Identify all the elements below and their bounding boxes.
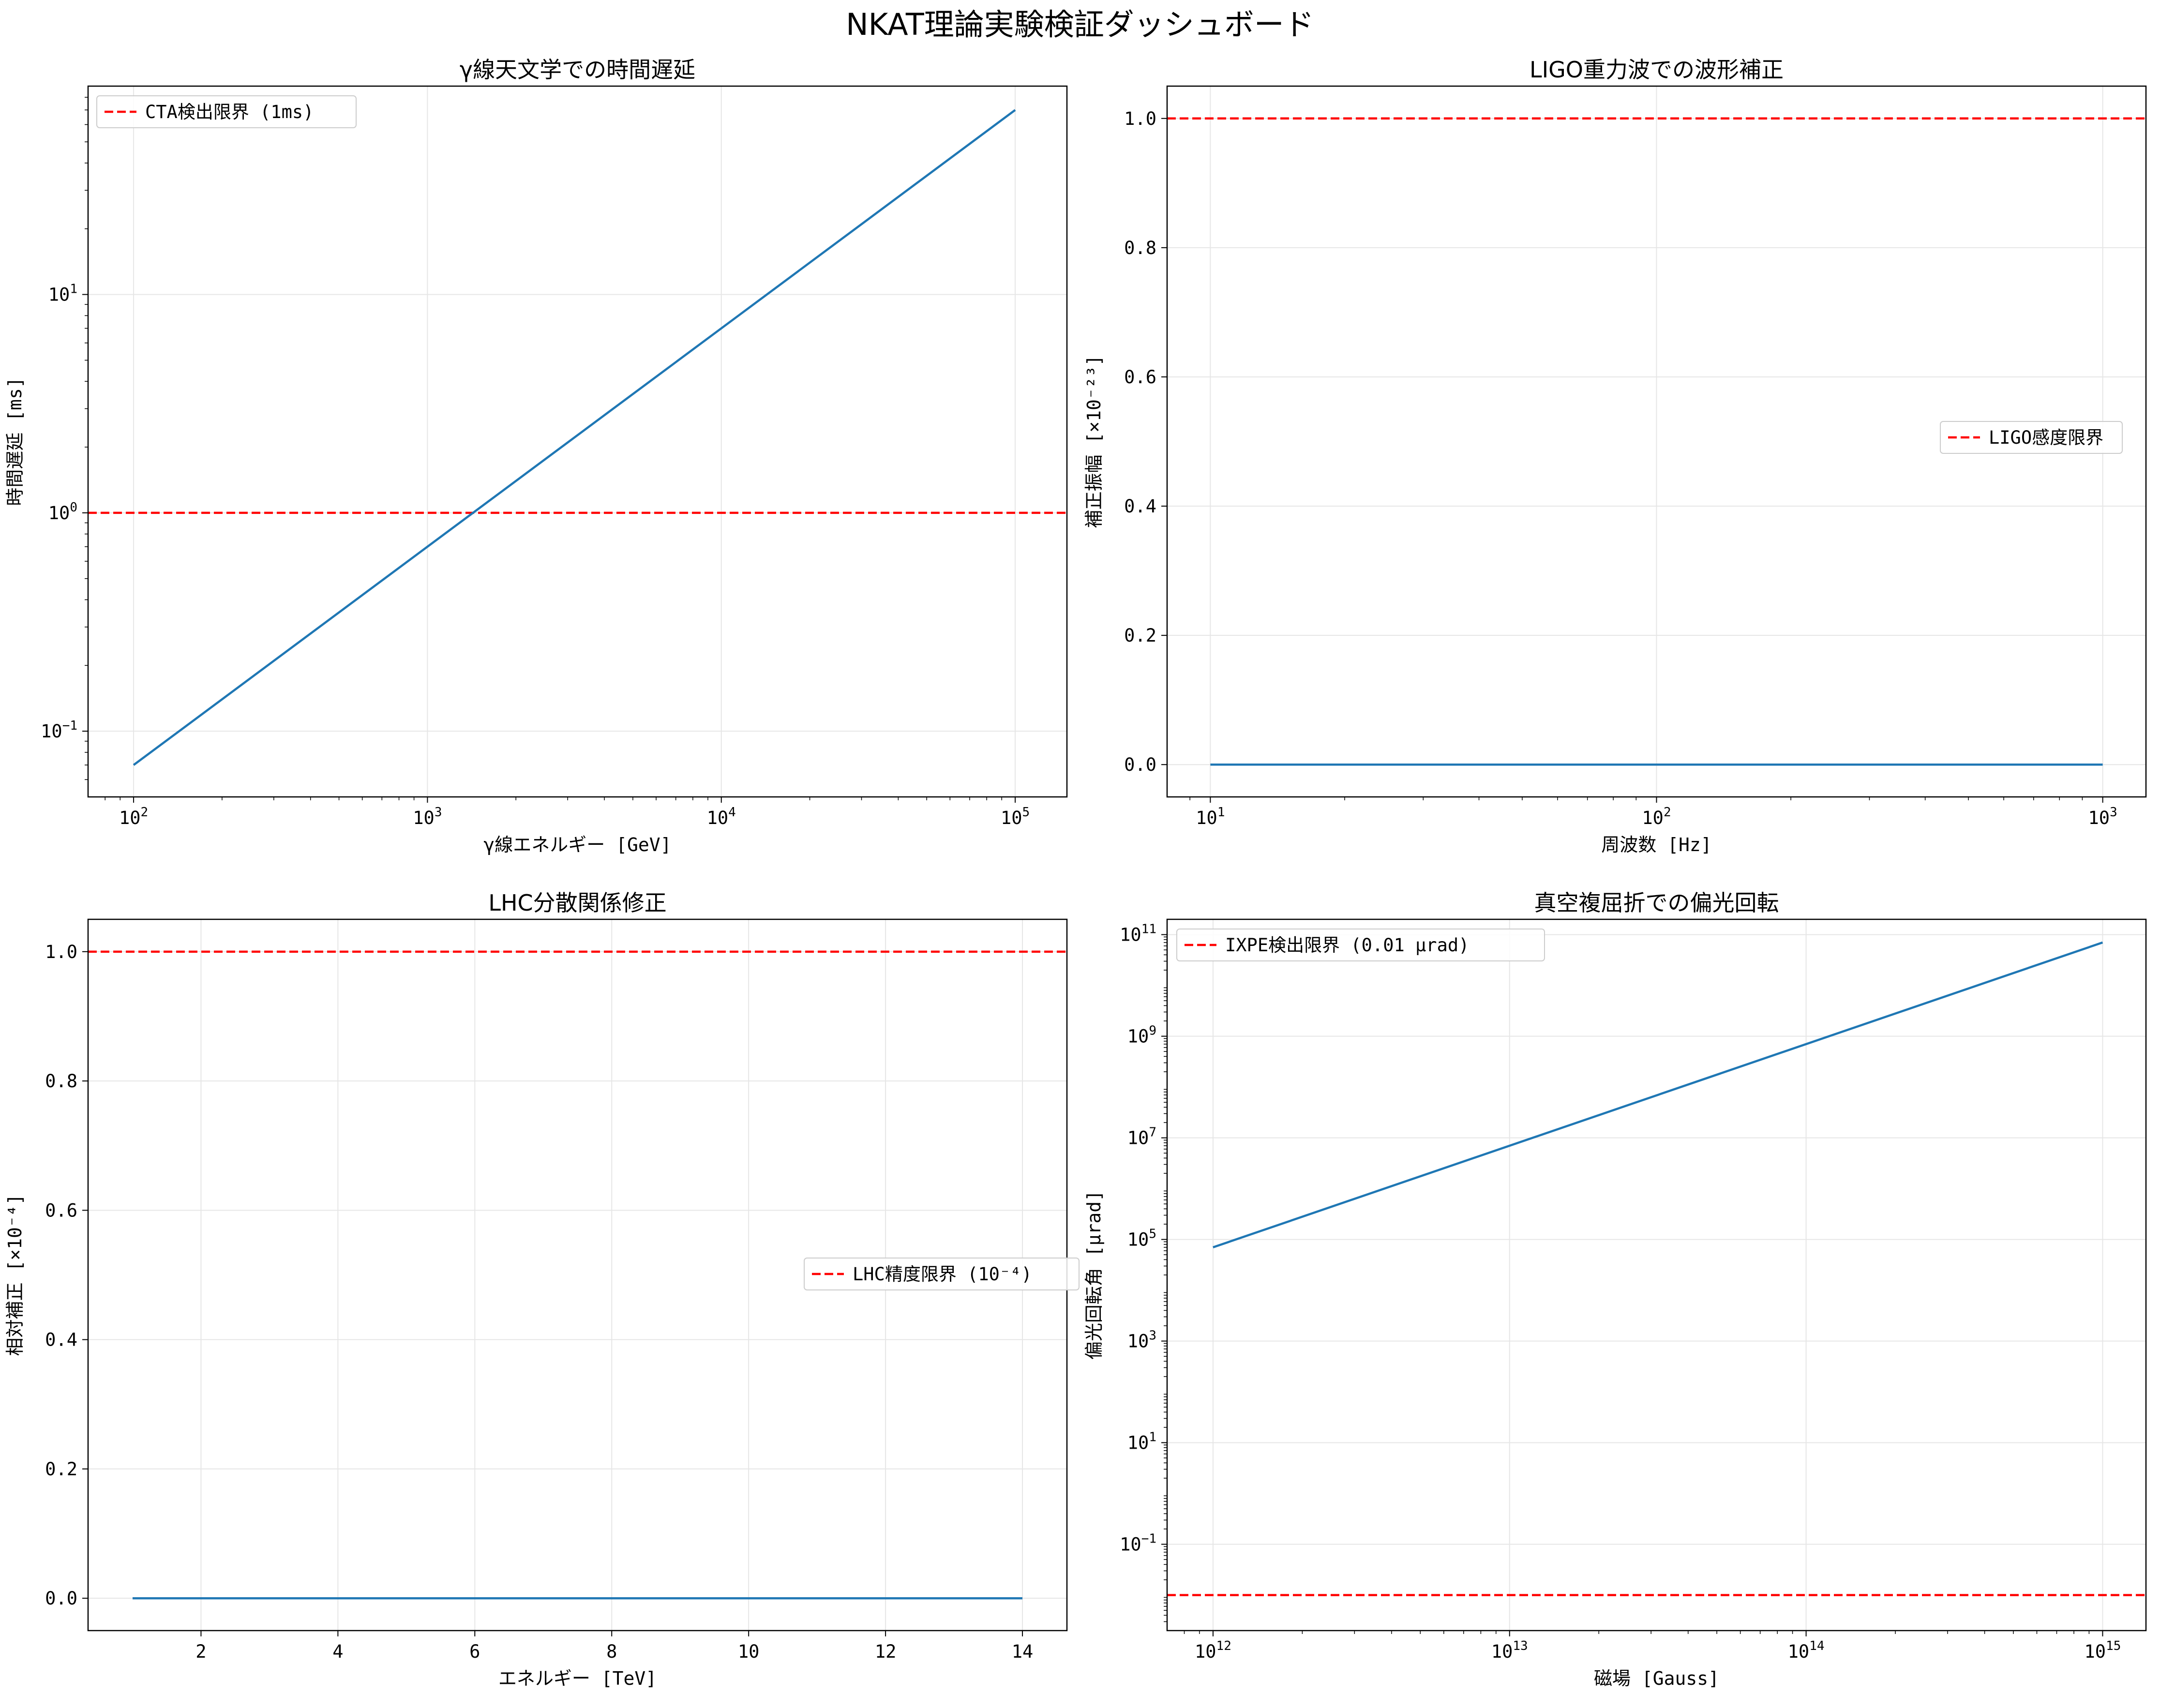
subplot-4: 真空複屈折での偏光回転 1012 1013 1014 1015 10−1 101 103 105… <box>1083 890 2147 1689</box>
legend-label: LHC精度限界 (10⁻⁴) <box>853 1264 1032 1285</box>
legend-label: CTA検出限界 (1ms) <box>145 102 314 122</box>
x-tick-label: 101 <box>1196 805 1225 828</box>
x-tick-label: 102 <box>1642 805 1671 828</box>
x-tick-label: 102 <box>119 805 148 828</box>
y-axis-label: 偏光回転角 [μrad] <box>1083 1190 1105 1360</box>
subplot-2: LIGO重力波での波形補正 101 102 103 0.0 0.2 0.4 0.6 0.8 1.0… <box>1083 57 2147 855</box>
x-tick-label: 14 <box>1012 1641 1034 1662</box>
subplot-3: LHC分散関係修正 2 4 6 8 10 12 14 0.0 0.2 0.4 0.6 0.8 1.0 エネル… <box>4 890 1080 1689</box>
x-tick-label: 1015 <box>2085 1639 2121 1662</box>
legend: LHC精度限界 (10⁻⁴) <box>804 1258 1080 1290</box>
axes-frame <box>87 85 1068 798</box>
legend-box <box>1940 421 2123 454</box>
y-tick-label: 10−1 <box>41 719 77 742</box>
y-tick-label: 107 <box>1127 1125 1156 1149</box>
subplot-title: γ線天文学での時間遅延 <box>460 57 695 83</box>
axes-frame <box>1166 918 2147 1632</box>
y-tick-label: 105 <box>1127 1227 1156 1250</box>
x-tick-label: 104 <box>707 805 736 828</box>
y-tick-label: 0.4 <box>1124 496 1156 517</box>
legend-box <box>804 1258 1080 1290</box>
legend: IXPE検出限界 (0.01 μrad) <box>1176 929 1545 961</box>
legend: LIGO感度限界 <box>1940 421 2123 454</box>
y-tick-label: 103 <box>1127 1329 1156 1352</box>
y-tick-label: 0.0 <box>45 1588 77 1609</box>
y-axis-label: 相対補正 [×10⁻⁴] <box>4 1194 26 1356</box>
x-tick-label: 103 <box>2088 805 2117 828</box>
y-tick-label: 1011 <box>1120 922 1156 945</box>
subplot-1: γ線天文学での時間遅延 102 103 104 105 10−1 100 101 γ線エネルギー… <box>4 57 1068 855</box>
y-tick-label: 0.8 <box>1124 238 1156 258</box>
x-tick-label: 4 <box>332 1641 343 1662</box>
y-axis-label: 補正振幅 [×10⁻²³] <box>1083 355 1105 528</box>
y-tick-label: 101 <box>1127 1430 1156 1453</box>
y-tick-label: 101 <box>48 282 77 305</box>
y-tick-label: 109 <box>1127 1024 1156 1047</box>
y-tick-label: 0.2 <box>1124 625 1156 646</box>
y-axis-label: 時間遅延 [ms] <box>4 377 26 506</box>
legend-box <box>96 95 357 128</box>
x-tick-label: 12 <box>875 1641 897 1662</box>
x-tick-label: 8 <box>606 1641 617 1662</box>
y-tick-label: 1.0 <box>45 942 77 962</box>
x-tick-label: 10 <box>738 1641 760 1662</box>
y-tick-label: 100 <box>48 500 77 524</box>
legend: CTA検出限界 (1ms) <box>96 95 357 128</box>
y-tick-label: 1.0 <box>1124 108 1156 129</box>
y-tick-label: 0.6 <box>45 1200 77 1221</box>
legend-label: LIGO感度限界 <box>1989 427 2103 448</box>
legend-label: IXPE検出限界 (0.01 μrad) <box>1225 935 1469 956</box>
x-axis-label: 周波数 [Hz] <box>1601 834 1711 855</box>
x-axis-label: 磁場 [Gauss] <box>1594 1668 1719 1689</box>
y-tick-label: 10−1 <box>1120 1532 1156 1555</box>
y-tick-label: 0.2 <box>45 1459 77 1480</box>
subplot-title: LIGO重力波での波形補正 <box>1530 57 1784 83</box>
subplot-title: 真空複屈折での偏光回転 <box>1534 890 1779 916</box>
y-tick-label: 0.4 <box>45 1330 77 1350</box>
subplot-title: LHC分散関係修正 <box>488 890 666 916</box>
x-tick-label: 105 <box>1001 805 1030 828</box>
x-tick-label: 1012 <box>1195 1639 1231 1662</box>
x-tick-label: 2 <box>195 1641 206 1662</box>
x-axis-label: エネルギー [TeV] <box>498 1668 657 1689</box>
x-tick-label: 1013 <box>1491 1639 1528 1662</box>
figure-suptitle: NKAT理論実験検証ダッシュボード <box>846 7 1314 42</box>
x-tick-label: 103 <box>413 805 442 828</box>
legend-box <box>1176 929 1545 961</box>
series-line <box>1213 941 2103 1249</box>
x-axis-label: γ線エネルギー [GeV] <box>483 834 671 855</box>
y-tick-label: 0.8 <box>45 1071 77 1092</box>
y-tick-label: 0.0 <box>1124 754 1156 775</box>
y-tick-label: 0.6 <box>1124 367 1156 388</box>
x-tick-label: 6 <box>469 1641 480 1662</box>
series-line <box>133 109 1016 766</box>
x-tick-label: 1014 <box>1788 1639 1825 1662</box>
